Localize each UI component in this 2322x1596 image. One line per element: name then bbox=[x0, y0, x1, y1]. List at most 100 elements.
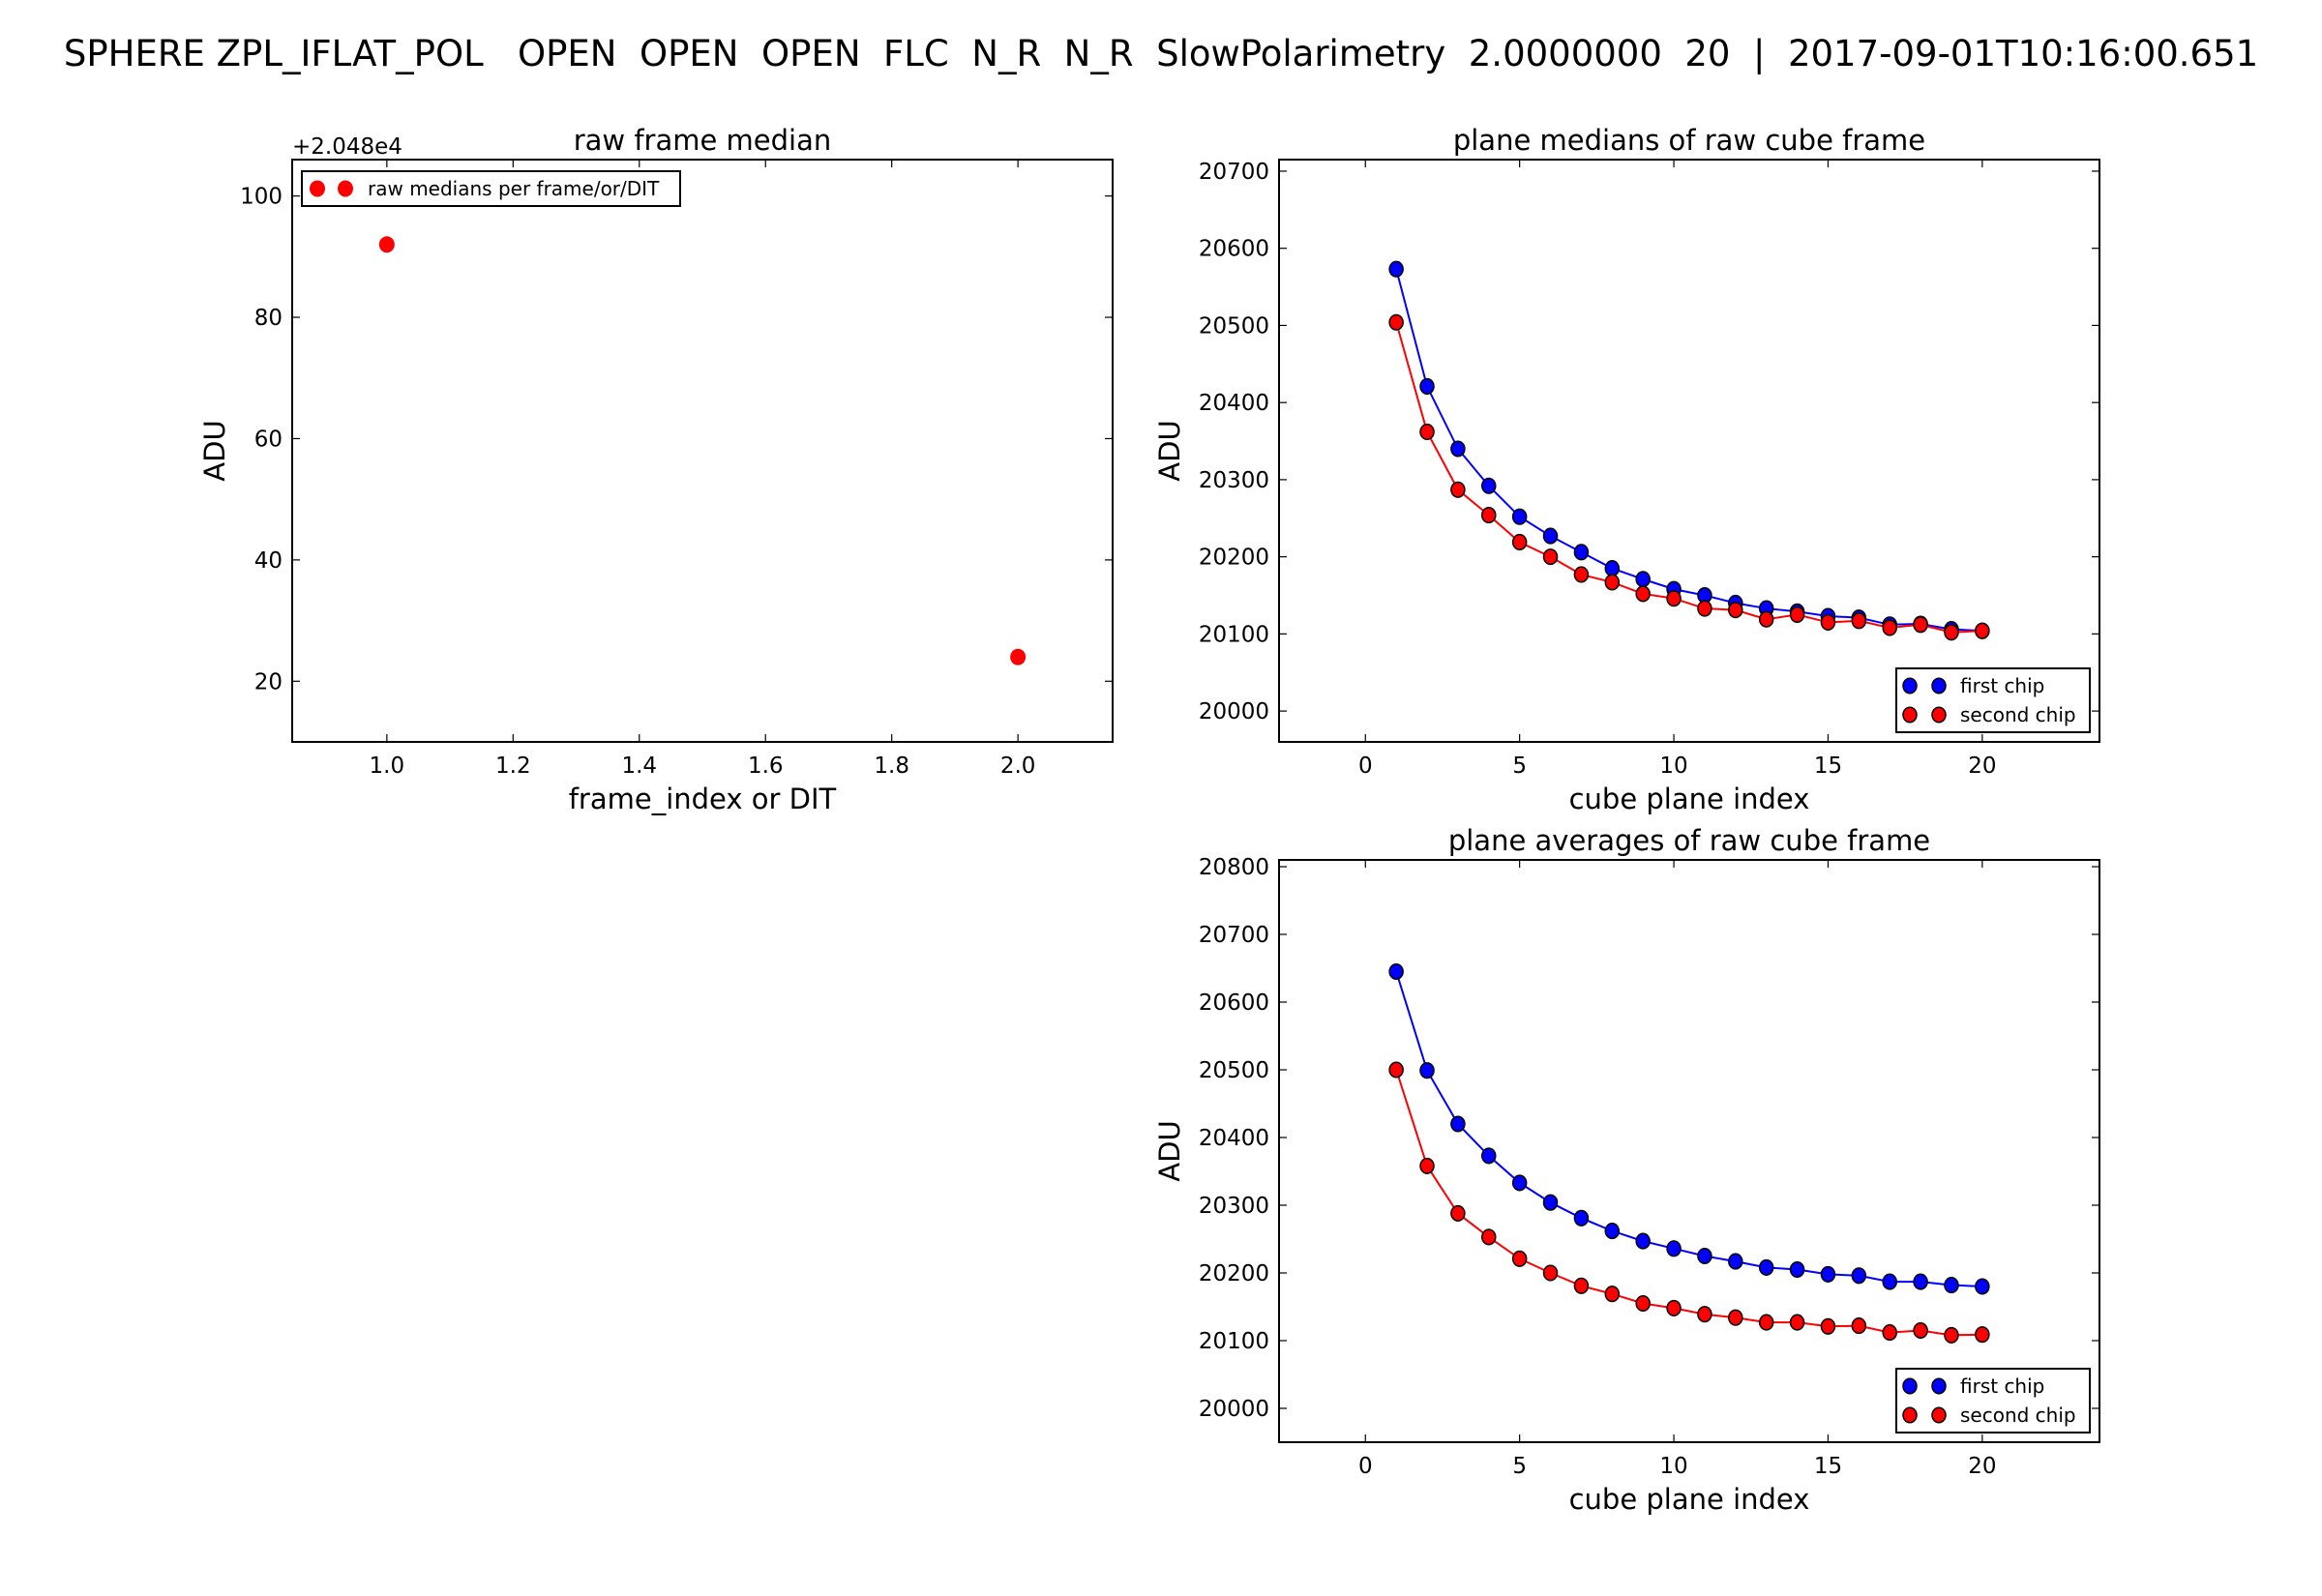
data-point bbox=[1419, 1062, 1435, 1079]
x-tick-label: 20 bbox=[1968, 754, 1996, 779]
x-tick-label: 20 bbox=[1968, 1454, 1996, 1479]
data-point bbox=[1913, 1321, 1928, 1340]
data-point bbox=[1450, 1204, 1466, 1222]
x-tick-label: 1.2 bbox=[495, 754, 531, 779]
y-tick-label: 20200 bbox=[1199, 546, 1269, 571]
data-point bbox=[1758, 610, 1774, 628]
data-point bbox=[1728, 1253, 1743, 1270]
data-point bbox=[378, 236, 395, 253]
legend-label: raw medians per frame/or/DIT bbox=[368, 177, 660, 200]
data-point bbox=[1882, 1273, 1897, 1290]
data-point bbox=[1388, 260, 1404, 278]
x-tick-label: 10 bbox=[1659, 1454, 1687, 1479]
data-point bbox=[1542, 548, 1559, 566]
legend-box bbox=[301, 170, 681, 207]
data-point bbox=[1697, 600, 1712, 617]
data-point bbox=[1511, 508, 1528, 525]
data-point bbox=[1604, 1223, 1621, 1240]
y-axis-label: ADU bbox=[1153, 420, 1186, 481]
x-axis-label: cube plane index bbox=[1569, 1483, 1810, 1516]
plane-medians-chart: 0 5 10 15 20 20000 20100 20200 20300 20400 20500 20… bbox=[1153, 124, 2100, 815]
chart-title: plane medians of raw cube frame bbox=[1453, 124, 1925, 157]
data-point bbox=[1419, 377, 1435, 395]
x-tick-label: 15 bbox=[1814, 1454, 1842, 1479]
y-tick-label: 20200 bbox=[1199, 1261, 1269, 1286]
data-point bbox=[1604, 1286, 1621, 1303]
data-point bbox=[1604, 560, 1621, 577]
legend-label: first chip bbox=[1960, 1374, 2044, 1398]
plane-averages-chart: 0 5 10 15 20 20000 20100 20200 20300 20400 20500 20… bbox=[1153, 824, 2100, 1516]
data-point bbox=[1851, 1267, 1867, 1285]
data-point bbox=[1481, 507, 1497, 524]
x-tick-label: 15 bbox=[1814, 754, 1842, 779]
data-point bbox=[1573, 544, 1590, 561]
legend-marker bbox=[1931, 706, 1947, 724]
y-tick-label: 20700 bbox=[1199, 160, 1269, 185]
x-axis-label: cube plane index bbox=[1569, 783, 1810, 815]
y-tick-label: 60 bbox=[254, 427, 283, 452]
data-point bbox=[1789, 606, 1805, 623]
data-point bbox=[1450, 481, 1466, 498]
data-point bbox=[1511, 1250, 1528, 1267]
data-point bbox=[1758, 1258, 1774, 1276]
data-point bbox=[1944, 1326, 1959, 1344]
data-point bbox=[1820, 1317, 1836, 1335]
data-point bbox=[1851, 612, 1867, 630]
legend-marker bbox=[1902, 677, 1918, 695]
data-point bbox=[1697, 1247, 1712, 1265]
legend-marker bbox=[1931, 677, 1947, 695]
data-point bbox=[1666, 1240, 1682, 1257]
y-tick-label: 20000 bbox=[1199, 699, 1269, 724]
data-point bbox=[1388, 1061, 1404, 1079]
data-point bbox=[1666, 1299, 1682, 1316]
y-tick-label: 20100 bbox=[1199, 622, 1269, 647]
x-tick-label: 1.6 bbox=[748, 754, 784, 779]
raw-frame-median-chart: 1.0 1.2 1.4 1.6 1.8 2.0 20 40 60 80 100 raw frame m… bbox=[198, 124, 1114, 815]
data-point bbox=[1010, 648, 1027, 665]
x-tick-label: 10 bbox=[1659, 754, 1687, 779]
data-point bbox=[1511, 1174, 1528, 1192]
data-point bbox=[1944, 624, 1959, 641]
data-point bbox=[1388, 313, 1404, 331]
y-tick-label: 20700 bbox=[1199, 923, 1269, 948]
y-offset-label: +2.048e4 bbox=[292, 134, 402, 160]
legend-marker bbox=[1902, 1377, 1918, 1395]
y-axis-label: ADU bbox=[1153, 1120, 1186, 1181]
data-point bbox=[1789, 1314, 1805, 1331]
data-point bbox=[1511, 533, 1528, 551]
y-tick-label: 40 bbox=[254, 548, 283, 574]
data-point bbox=[1481, 1228, 1497, 1246]
data-point bbox=[1666, 590, 1682, 607]
data-point bbox=[1481, 1147, 1497, 1165]
x-tick-label: 1.8 bbox=[874, 754, 909, 779]
data-point bbox=[1635, 571, 1651, 588]
plot-area bbox=[378, 236, 1027, 665]
x-tick-label: 1.4 bbox=[621, 754, 657, 779]
legend-label: second chip bbox=[1960, 703, 2076, 726]
data-point bbox=[1419, 423, 1435, 441]
data-point bbox=[1635, 1232, 1651, 1250]
plot-area bbox=[1388, 962, 1990, 1344]
x-tick-label: 2.0 bbox=[1000, 754, 1036, 779]
data-point bbox=[1882, 619, 1897, 636]
legend-label: first chip bbox=[1960, 674, 2044, 697]
y-tick-label: 20000 bbox=[1199, 1397, 1269, 1422]
y-tick-label: 20300 bbox=[1199, 1194, 1269, 1219]
axes-frame bbox=[1278, 859, 2100, 1443]
x-tick-label: 1.0 bbox=[370, 754, 405, 779]
data-point bbox=[1975, 1278, 1990, 1295]
legend-marker bbox=[310, 180, 325, 197]
legend-label: second chip bbox=[1960, 1404, 2076, 1427]
axes-frame bbox=[291, 159, 1114, 743]
data-point bbox=[1728, 1309, 1743, 1326]
x-tick-label: 0 bbox=[1358, 1454, 1373, 1479]
y-tick-label: 100 bbox=[240, 185, 283, 210]
data-point bbox=[1604, 574, 1621, 591]
legend-marker bbox=[1931, 1377, 1947, 1395]
data-point bbox=[1975, 1326, 1990, 1344]
axes-frame bbox=[1278, 159, 2100, 743]
data-point bbox=[1789, 1260, 1805, 1279]
legend-marker bbox=[1902, 706, 1918, 724]
data-point bbox=[1573, 566, 1590, 583]
